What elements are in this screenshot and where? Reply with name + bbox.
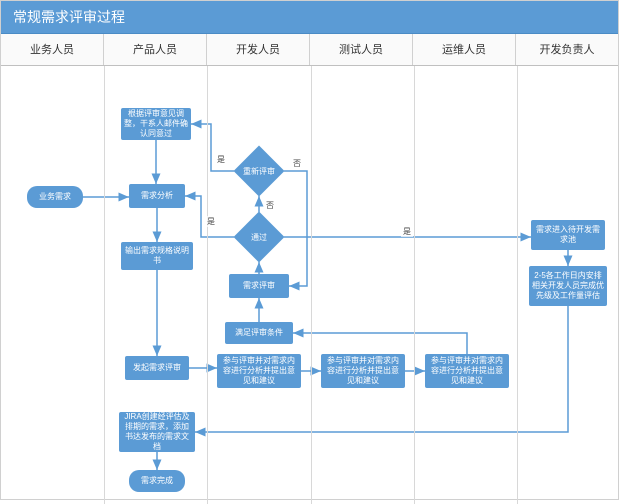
node-n_jira: JIRA创建经评估及排期的需求，添加书达发布的需求文档 <box>119 412 195 452</box>
node-n_spec: 输出需求规格说明书 <box>121 242 193 270</box>
node-label: 重新评审 <box>234 146 284 196</box>
edge-label: 否 <box>264 200 276 211</box>
node-n_pool: 需求进入待开发需求池 <box>531 220 605 250</box>
lane-divider <box>104 66 105 504</box>
node-n_meet: 满足评审条件 <box>225 322 293 344</box>
title-bar: 常规需求评审过程 <box>1 1 618 34</box>
edge-label: 是 <box>215 154 227 165</box>
edge-n_ops_att-n_meet <box>293 333 467 354</box>
lane-header-ops: 运维人员 <box>413 34 516 65</box>
node-n_bizreq: 业务需求 <box>27 186 83 208</box>
swimlane-headers: 业务人员产品人员开发人员测试人员运维人员开发负责人 <box>1 34 618 66</box>
node-label: 通过 <box>234 212 284 262</box>
node-n_dev_att: 参与评审并对需求内容进行分析并提出意见和建议 <box>217 354 301 388</box>
edge-label: 是 <box>401 226 413 237</box>
node-n_ops_att: 参与评审并对需求内容进行分析并提出意见和建议 <box>425 354 509 388</box>
lane-divider <box>414 66 415 504</box>
flowchart-canvas: 常规需求评审过程 业务人员产品人员开发人员测试人员运维人员开发负责人 业务需求 根… <box>0 0 619 500</box>
node-n_analyze: 需求分析 <box>129 184 185 208</box>
edge-label: 否 <box>291 158 303 169</box>
edge-d_rerev-n_review <box>284 171 307 286</box>
lane-header-test: 测试人员 <box>310 34 413 65</box>
lane-divider <box>207 66 208 504</box>
lane-divider <box>517 66 518 504</box>
lane-header-prod: 产品人员 <box>104 34 207 65</box>
chart-title: 常规需求评审过程 <box>13 9 125 25</box>
decision-d_pass: 通过 <box>234 212 284 262</box>
lane-header-lead: 开发负责人 <box>516 34 618 65</box>
lane-header-dev: 开发人员 <box>207 34 310 65</box>
lane-divider <box>311 66 312 504</box>
node-n_assign: 2-5各工作日内安排相关开发人员完成优先级及工作量评估 <box>529 266 607 306</box>
decision-d_rerev: 重新评审 <box>234 146 284 196</box>
node-n_initrev: 发起需求评审 <box>125 356 189 380</box>
node-n_review: 需求评审 <box>229 274 289 298</box>
node-n_adjust: 根据评审意见调整，干系人邮件确认同意过 <box>121 108 191 140</box>
edge-d_rerev-n_adjust <box>191 124 234 171</box>
node-n_finish: 需求完成 <box>129 470 185 492</box>
arrows-layer <box>1 66 618 504</box>
edge-label: 是 <box>205 216 217 227</box>
chart-body: 业务需求 根据评审意见调整，干系人邮件确认同意过需求分析输出需求规格说明书发起需求… <box>1 66 618 504</box>
node-n_test_att: 参与评审并对需求内容进行分析并提出意见和建议 <box>321 354 405 388</box>
lane-header-biz: 业务人员 <box>1 34 104 65</box>
